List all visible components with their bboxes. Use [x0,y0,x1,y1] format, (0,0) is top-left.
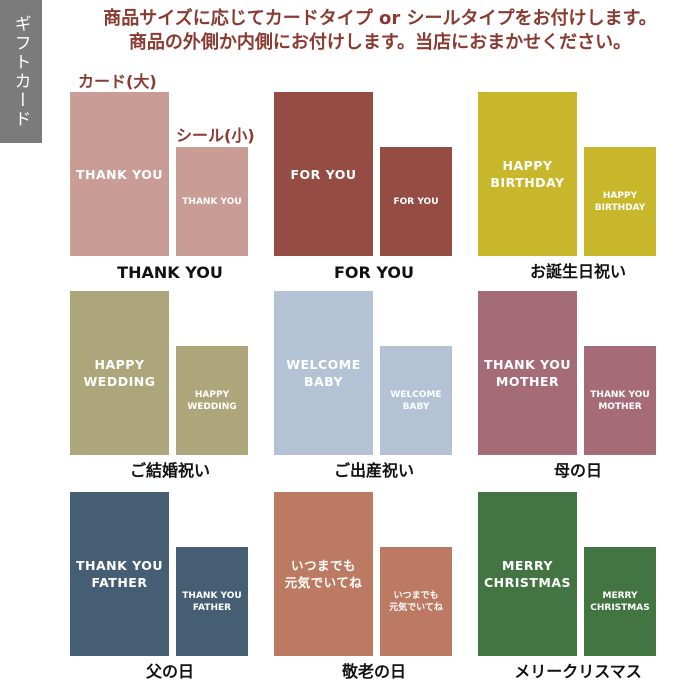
gift-card-option: いつまでも 元気でいてね いつまでも 元気でいてね 敬老の日 [274,491,474,681]
seal-small-label: シール(小) [176,126,255,145]
card-name: THANK YOU [117,263,223,282]
gift-card-option: THANK YOU THANK YOU THANK YOU [70,91,270,282]
gift-card-option: THANK YOU FATHER THANK YOU FATHER 父の日 [70,491,270,681]
small-seal: MERRY CHRISTMAS [584,547,656,656]
small-seal: HAPPY WEDDING [176,346,248,455]
card-name: ご出産祝い [333,461,414,480]
card-name: 敬老の日 [341,662,406,681]
gift-card-option: MERRY CHRISTMAS MERRY CHRISTMAS メリークリスマス [478,491,678,681]
small-seal: WELCOME BABY [380,346,452,455]
small-seal: THANK YOU FATHER [176,547,248,656]
card-name: ご結婚祝い [129,461,210,480]
card-name: FOR YOU [333,263,415,282]
large-card: MERRY CHRISTMAS [478,492,577,656]
gift-card-option: WELCOME BABY WELCOME BABY ご出産祝い [274,290,474,480]
gift-card-option: THANK YOU MOTHER THANK YOU MOTHER 母の日 [478,290,678,480]
large-card: THANK YOU [70,92,169,256]
large-card: HAPPY BIRTHDAY [478,92,577,256]
large-card: HAPPY WEDDING [70,291,169,455]
large-card: THANK YOU MOTHER [478,291,577,455]
small-seal: いつまでも 元気でいてね [380,547,452,656]
card-large-label: カード(大) [78,72,157,91]
card-name: メリークリスマス [514,662,642,681]
large-card: WELCOME BABY [274,291,373,455]
large-card: FOR YOU [274,92,373,256]
card-name: 父の日 [145,662,194,681]
card-name: 母の日 [553,461,602,480]
gift-card-option: HAPPY WEDDING HAPPY WEDDING ご結婚祝い [70,290,270,480]
small-seal: FOR YOU [380,147,452,256]
header-line-2: 商品の外側か内側にお付けします。当店におまかせください。 [128,32,632,53]
gift-card-option: FOR YOU FOR YOU FOR YOU [274,91,474,282]
large-card: THANK YOU FATHER [70,492,169,656]
header-line-1: 商品サイズに応じてカードタイプ or シールタイプをお付けします。 [103,8,657,29]
gift-card-option: HAPPY BIRTHDAY HAPPY BIRTHDAY お誕生日祝い [478,91,678,281]
gift-card-side-tab: ギフトカード [0,0,42,143]
small-seal: THANK YOU MOTHER [584,346,656,455]
small-seal: THANK YOU [176,147,248,256]
small-seal: HAPPY BIRTHDAY [584,147,656,256]
card-name: お誕生日祝い [529,262,626,281]
large-card: いつまでも 元気でいてね [274,492,373,656]
